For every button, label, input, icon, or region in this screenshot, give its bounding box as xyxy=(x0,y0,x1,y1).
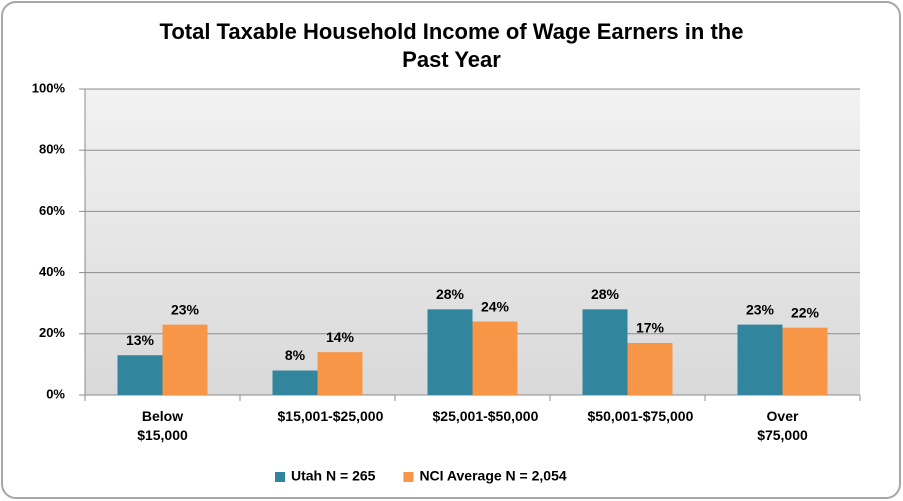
data-label: 14% xyxy=(326,329,355,345)
y-tick-label: 60% xyxy=(39,203,65,218)
data-label: 8% xyxy=(285,347,306,363)
legend-label: Utah N = 265 xyxy=(291,468,376,484)
bar xyxy=(782,327,828,395)
bar xyxy=(582,309,628,395)
bar xyxy=(272,370,318,395)
data-label: 24% xyxy=(481,298,510,314)
x-tick-label: $15,001-$25,000 xyxy=(277,408,384,424)
data-label: 13% xyxy=(126,332,155,348)
y-tick-label: 80% xyxy=(39,142,65,157)
x-tick-label: Below $15,000 xyxy=(137,408,188,443)
bar xyxy=(427,309,473,395)
legend-label: NCI Average N = 2,054 xyxy=(419,468,566,484)
y-tick-label: 0% xyxy=(46,386,65,401)
y-tick-label: 40% xyxy=(39,264,65,279)
legend-swatch xyxy=(403,472,414,482)
legend-swatch xyxy=(275,472,285,482)
y-tick-label: 100% xyxy=(32,80,66,95)
data-label: 22% xyxy=(791,304,820,320)
data-label: 28% xyxy=(436,286,465,302)
bar xyxy=(627,342,673,395)
bar xyxy=(472,321,518,395)
data-label: 17% xyxy=(636,320,665,336)
x-tick-label: $50,001-$75,000 xyxy=(587,408,694,424)
bar xyxy=(162,324,208,395)
y-tick-label: 20% xyxy=(39,325,65,340)
x-tick-label: Over $75,000 xyxy=(757,408,808,443)
chart-title: Total Taxable Household Income of Wage E… xyxy=(159,19,744,72)
data-label: 28% xyxy=(591,286,620,302)
bar xyxy=(317,352,363,395)
bar xyxy=(117,355,163,395)
data-label: 23% xyxy=(746,301,775,317)
x-tick-label: $25,001-$50,000 xyxy=(432,408,539,424)
data-label: 23% xyxy=(171,301,200,317)
bar xyxy=(737,324,783,395)
